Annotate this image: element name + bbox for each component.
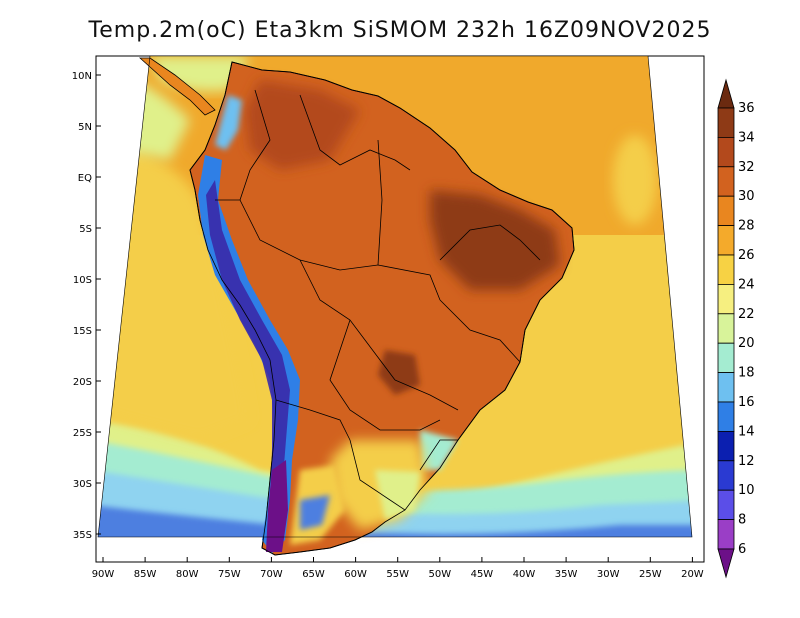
lon-tick-label: 80W bbox=[176, 569, 199, 580]
country-borders bbox=[189, 61, 575, 556]
colorbar-label: 32 bbox=[738, 160, 755, 175]
lon-tick-label: 60W bbox=[344, 569, 367, 580]
colorbar-swatch bbox=[717, 166, 735, 197]
colorbar-swatch bbox=[717, 401, 735, 432]
lon-tick-label: 90W bbox=[92, 569, 115, 580]
colorbar-swatch bbox=[717, 136, 735, 168]
colorbar-label: 34 bbox=[738, 130, 755, 145]
colorbar-swatch bbox=[717, 372, 735, 403]
colorbar-swatch bbox=[717, 195, 735, 226]
lat-tick-label: 10S bbox=[73, 275, 92, 286]
colorbar-swatch bbox=[717, 313, 735, 344]
chart-title: Temp.2m(oC) Eta3km SiSMOM 232h 16Z09NOV2… bbox=[88, 18, 712, 43]
colorbar-label: 30 bbox=[738, 189, 755, 204]
lon-tick-label: 70W bbox=[260, 569, 283, 580]
colorbar-label: 24 bbox=[738, 277, 755, 292]
colorbar-label: 10 bbox=[738, 483, 755, 498]
colorbar-swatch bbox=[717, 519, 735, 550]
colorbar-swatch bbox=[717, 342, 735, 374]
colorbar-label: 28 bbox=[738, 219, 755, 234]
lat-tick-label: EQ bbox=[78, 173, 92, 184]
lon-tick-label: 30W bbox=[597, 569, 620, 580]
colorbar-label: 8 bbox=[738, 513, 746, 528]
lon-tick-label: 25W bbox=[639, 569, 662, 580]
lon-tick-label: 50W bbox=[428, 569, 451, 580]
colorbar-swatch bbox=[717, 460, 735, 491]
colorbar-bottom-arrow bbox=[717, 548, 735, 579]
lon-tick-label: 35W bbox=[555, 569, 578, 580]
colorbar-label: 26 bbox=[738, 248, 755, 263]
colorbar-label: 12 bbox=[738, 454, 755, 469]
colorbar-swatch bbox=[717, 225, 735, 256]
colorbar-label: 20 bbox=[738, 336, 755, 351]
lon-tick-label: 85W bbox=[134, 569, 157, 580]
south-america-landmass bbox=[189, 61, 575, 556]
colorbar-label: 36 bbox=[738, 101, 755, 116]
colorbar-swatch bbox=[717, 430, 735, 462]
lon-tick-label: 45W bbox=[471, 569, 494, 580]
colorbar-swatch bbox=[717, 107, 735, 138]
lat-tick-label: 25S bbox=[73, 428, 92, 439]
colorbar-swatch bbox=[717, 254, 735, 285]
lat-tick-label: 30S bbox=[73, 479, 92, 490]
colorbar-swatch bbox=[717, 489, 735, 521]
colorbar: 36 34 32 30 28 26 24 22 20 18 16 14 12 10 8 6 bbox=[717, 78, 755, 579]
lon-tick-label: 20W bbox=[681, 569, 704, 580]
lon-tick-label: 75W bbox=[218, 569, 241, 580]
central-america bbox=[138, 57, 216, 116]
colorbar-label: 22 bbox=[738, 307, 755, 322]
lat-tick-label: 5N bbox=[78, 122, 92, 133]
lat-tick-label: 15S bbox=[73, 326, 92, 337]
colorbar-swatch bbox=[717, 283, 735, 315]
lat-tick-label: 20S bbox=[73, 377, 92, 388]
lon-tick-label: 65W bbox=[302, 569, 325, 580]
longitude-axis: 90W 85W 80W 75W 70W 65W 60W 55W 50W 45W 40W 35W 30W 2… bbox=[92, 557, 704, 580]
colorbar-label: 16 bbox=[738, 395, 755, 410]
colorbar-top-arrow bbox=[717, 78, 735, 109]
lon-tick-label: 55W bbox=[386, 569, 409, 580]
colorbar-label: 18 bbox=[738, 366, 755, 381]
colorbar-label: 6 bbox=[738, 542, 746, 557]
latitude-axis: 10N 5N EQ 5S 10S 15S 20S 25S 30S 35S bbox=[72, 71, 101, 541]
domain-boundary bbox=[97, 55, 693, 538]
lat-tick-label: 10N bbox=[72, 71, 92, 82]
colorbar-label: 14 bbox=[738, 424, 755, 439]
lat-tick-label: 5S bbox=[79, 224, 92, 235]
lon-tick-label: 40W bbox=[513, 569, 536, 580]
lat-tick-label: 35S bbox=[73, 530, 92, 541]
